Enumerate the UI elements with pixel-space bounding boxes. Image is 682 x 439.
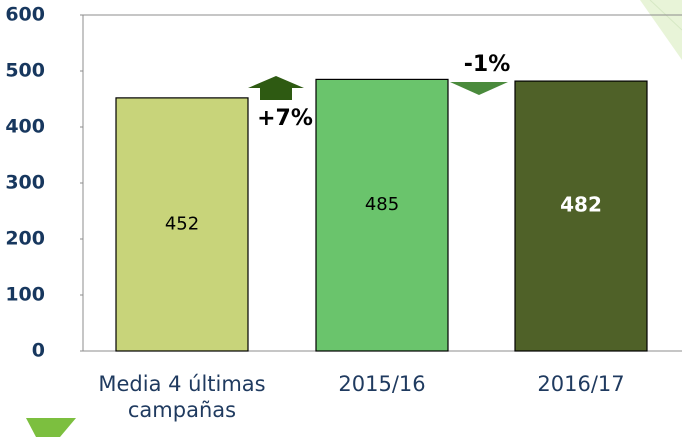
annotation: -1% (464, 52, 510, 77)
data-label: 485 (365, 194, 399, 215)
annotation: +7% (257, 106, 313, 131)
arrow-down (450, 82, 508, 95)
y-tick-label: 0 (32, 340, 45, 362)
bar (115, 97, 249, 352)
y-tick-label: 300 (5, 172, 45, 194)
bar (315, 78, 449, 352)
x-tick-label: 2015/16 (338, 372, 426, 396)
data-label: 482 (560, 193, 602, 217)
arrow-up (248, 76, 304, 100)
y-tick-label: 200 (5, 228, 45, 250)
y-tick-label: 600 (5, 4, 45, 26)
decoration (26, 418, 76, 437)
data-label: 452 (165, 213, 199, 234)
x-tick-label: 2016/17 (537, 372, 625, 396)
decoration (640, 0, 682, 60)
x-tick-label: Media 4 últimas campañas (98, 372, 266, 422)
y-tick-label: 500 (5, 60, 45, 82)
bar (514, 80, 648, 352)
x-tick-label: 2016/17 (537, 372, 625, 396)
x-tick-label: 2015/16 (338, 372, 426, 396)
y-tick-label: 100 (5, 284, 45, 306)
y-tick-label: 400 (5, 116, 45, 138)
x-tick-label: Media 4 últimas campañas (98, 372, 266, 422)
